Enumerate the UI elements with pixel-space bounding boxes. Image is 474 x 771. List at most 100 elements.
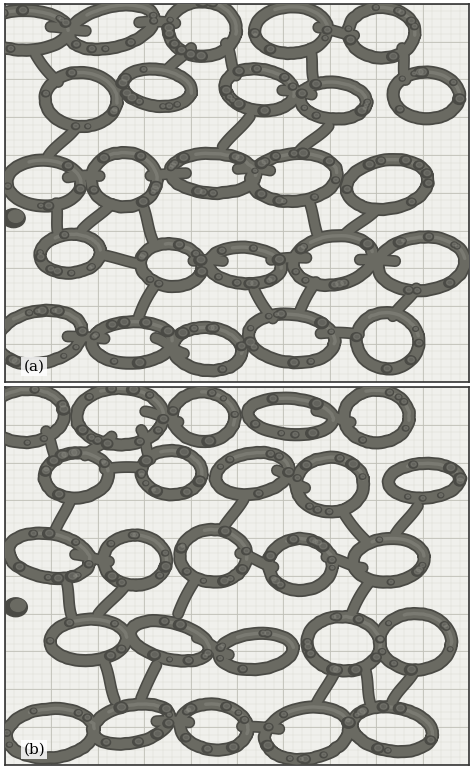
- Circle shape: [228, 577, 233, 581]
- Circle shape: [218, 645, 223, 650]
- Circle shape: [229, 744, 237, 750]
- Circle shape: [167, 165, 174, 170]
- Circle shape: [372, 743, 383, 753]
- Circle shape: [389, 580, 393, 584]
- Circle shape: [52, 574, 64, 584]
- Circle shape: [326, 158, 333, 163]
- Circle shape: [137, 254, 146, 261]
- Circle shape: [109, 573, 116, 579]
- Circle shape: [264, 742, 272, 749]
- Circle shape: [235, 710, 242, 715]
- Circle shape: [69, 70, 75, 75]
- Circle shape: [409, 461, 418, 468]
- Circle shape: [19, 7, 27, 13]
- Circle shape: [74, 42, 79, 46]
- Circle shape: [283, 468, 294, 477]
- Circle shape: [322, 26, 332, 34]
- Circle shape: [264, 45, 276, 54]
- Circle shape: [332, 615, 336, 618]
- Circle shape: [273, 196, 284, 206]
- Circle shape: [254, 33, 257, 36]
- Circle shape: [77, 186, 84, 191]
- Circle shape: [139, 198, 147, 204]
- Circle shape: [293, 475, 301, 481]
- Circle shape: [174, 102, 180, 107]
- Circle shape: [310, 399, 323, 409]
- Circle shape: [114, 702, 128, 713]
- Circle shape: [68, 447, 82, 458]
- Circle shape: [98, 153, 109, 163]
- Circle shape: [112, 621, 117, 625]
- Circle shape: [9, 210, 23, 222]
- Circle shape: [79, 328, 86, 334]
- Circle shape: [87, 434, 95, 441]
- Circle shape: [178, 545, 185, 550]
- Circle shape: [203, 655, 208, 658]
- Circle shape: [169, 166, 173, 169]
- Circle shape: [86, 562, 91, 566]
- Circle shape: [365, 103, 368, 106]
- Circle shape: [450, 79, 457, 86]
- Circle shape: [414, 566, 424, 574]
- Circle shape: [58, 17, 64, 22]
- Circle shape: [417, 341, 422, 345]
- Circle shape: [116, 78, 129, 89]
- Circle shape: [251, 246, 256, 250]
- Circle shape: [377, 637, 383, 641]
- Circle shape: [209, 324, 219, 332]
- Circle shape: [226, 94, 233, 100]
- Circle shape: [53, 490, 64, 500]
- Circle shape: [168, 162, 177, 169]
- Circle shape: [55, 450, 68, 461]
- Circle shape: [454, 473, 467, 484]
- Circle shape: [416, 67, 428, 78]
- Circle shape: [280, 73, 289, 81]
- Circle shape: [330, 665, 338, 672]
- Circle shape: [202, 745, 212, 753]
- Circle shape: [425, 736, 436, 745]
- Circle shape: [255, 159, 267, 169]
- Circle shape: [69, 449, 77, 456]
- Circle shape: [404, 665, 418, 675]
- Circle shape: [308, 504, 312, 508]
- Circle shape: [150, 181, 162, 191]
- Circle shape: [414, 161, 424, 170]
- Circle shape: [43, 529, 55, 539]
- Circle shape: [0, 43, 3, 49]
- Circle shape: [299, 90, 306, 96]
- Circle shape: [357, 706, 368, 715]
- Circle shape: [85, 393, 93, 400]
- Circle shape: [135, 98, 143, 105]
- Circle shape: [72, 539, 80, 545]
- Circle shape: [390, 661, 398, 667]
- Circle shape: [223, 703, 230, 709]
- Circle shape: [39, 466, 51, 476]
- Circle shape: [159, 562, 172, 572]
- Circle shape: [387, 390, 392, 394]
- Circle shape: [309, 359, 313, 363]
- Circle shape: [44, 467, 49, 471]
- Circle shape: [374, 655, 380, 659]
- Circle shape: [404, 426, 408, 429]
- Circle shape: [406, 17, 416, 25]
- Circle shape: [156, 428, 161, 433]
- Circle shape: [228, 457, 233, 461]
- Circle shape: [250, 420, 260, 428]
- Circle shape: [354, 334, 360, 339]
- Circle shape: [38, 307, 46, 314]
- Circle shape: [118, 704, 126, 710]
- Circle shape: [191, 187, 204, 197]
- Circle shape: [401, 239, 405, 242]
- Circle shape: [100, 460, 107, 465]
- Circle shape: [308, 651, 314, 656]
- Circle shape: [60, 231, 69, 239]
- Circle shape: [91, 187, 97, 192]
- Circle shape: [26, 310, 33, 316]
- Circle shape: [30, 386, 39, 393]
- Circle shape: [239, 566, 246, 571]
- Circle shape: [378, 648, 386, 655]
- Circle shape: [32, 709, 36, 712]
- Circle shape: [346, 459, 360, 470]
- Circle shape: [42, 436, 46, 440]
- Circle shape: [313, 540, 318, 544]
